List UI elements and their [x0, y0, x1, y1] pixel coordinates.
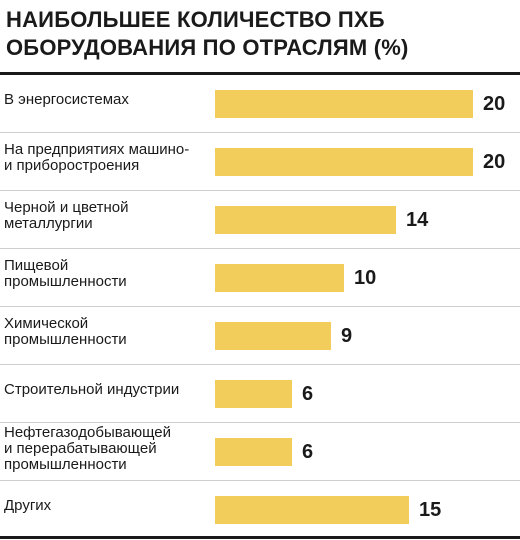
category-label: В энергосистемах [4, 92, 209, 108]
bar [215, 380, 292, 408]
category-label: Других [4, 498, 209, 514]
bar [215, 206, 396, 234]
chart-title-line-2: ОБОРУДОВАНИЯ ПО ОТРАСЛЯМ (%) [6, 35, 409, 60]
bar-row: На предприятиях машино-и приборостроения… [0, 133, 520, 191]
bar [215, 148, 473, 176]
chart-title-line-1: НАИБОЛЬШЕЕ КОЛИЧЕСТВО ПХБ [6, 7, 385, 32]
bar [215, 322, 331, 350]
bar-row: Черной и цветной металлургии 14 [0, 191, 520, 249]
bar-value-label: 20 [483, 151, 506, 173]
category-label-line: промышленности [4, 273, 127, 290]
bar-row: Других 15 [0, 481, 520, 539]
category-label-line: Нефтегазодобывающей [4, 424, 172, 441]
category-label: На предприятиях машино-и приборостроения [4, 142, 209, 174]
category-label-line: Пищевой [4, 257, 69, 274]
bar-value-label: 9 [341, 325, 353, 347]
bar-value-label: 6 [302, 441, 314, 463]
bar-row: Химической промышленности 9 [0, 307, 520, 365]
bar [215, 496, 409, 524]
category-label-line: и приборостроения [4, 157, 140, 174]
category-label: Пищевой промышленности [4, 258, 209, 290]
category-label-line: и перерабатывающей [4, 440, 157, 457]
bar-value-label: 15 [419, 499, 442, 521]
bar-value-label: 20 [483, 93, 506, 115]
category-label: Химической промышленности [4, 316, 209, 348]
bar-value-label: 14 [406, 209, 429, 231]
bar [215, 264, 344, 292]
category-label-line: В энергосистемах [4, 91, 129, 108]
category-label-line: На предприятиях машино- [4, 141, 190, 158]
category-label: Строительной индустрии [4, 382, 209, 398]
category-label-line: Других [4, 497, 52, 514]
category-label-line: металлургии [4, 215, 93, 232]
bar [215, 90, 473, 118]
bar-value-label: 6 [302, 383, 314, 405]
category-label: Нефтегазодобывающей и перерабатывающей про… [4, 425, 209, 473]
category-label-line: Строительной индустрии [4, 381, 180, 398]
chart-title: НАИБОЛЬШЕЕ КОЛИЧЕСТВО ПХБ ОБОРУДОВАНИЯ П… [6, 6, 506, 62]
bar-row: Строительной индустрии 6 [0, 365, 520, 423]
category-label: Черной и цветной металлургии [4, 200, 209, 232]
title-rule [0, 72, 520, 75]
category-label-line: Черной и цветной [4, 199, 129, 216]
category-label-line: промышленности [4, 331, 127, 348]
bar-value-label: 10 [354, 267, 377, 289]
bar-row: Нефтегазодобывающей и перерабатывающей про… [0, 423, 520, 481]
category-label-line: Химической [4, 315, 89, 332]
category-label-line: промышленности [4, 456, 127, 473]
bar [215, 438, 292, 466]
bar-row: В энергосистемах 20 [0, 75, 520, 133]
bar-row: Пищевой промышленности 10 [0, 249, 520, 307]
